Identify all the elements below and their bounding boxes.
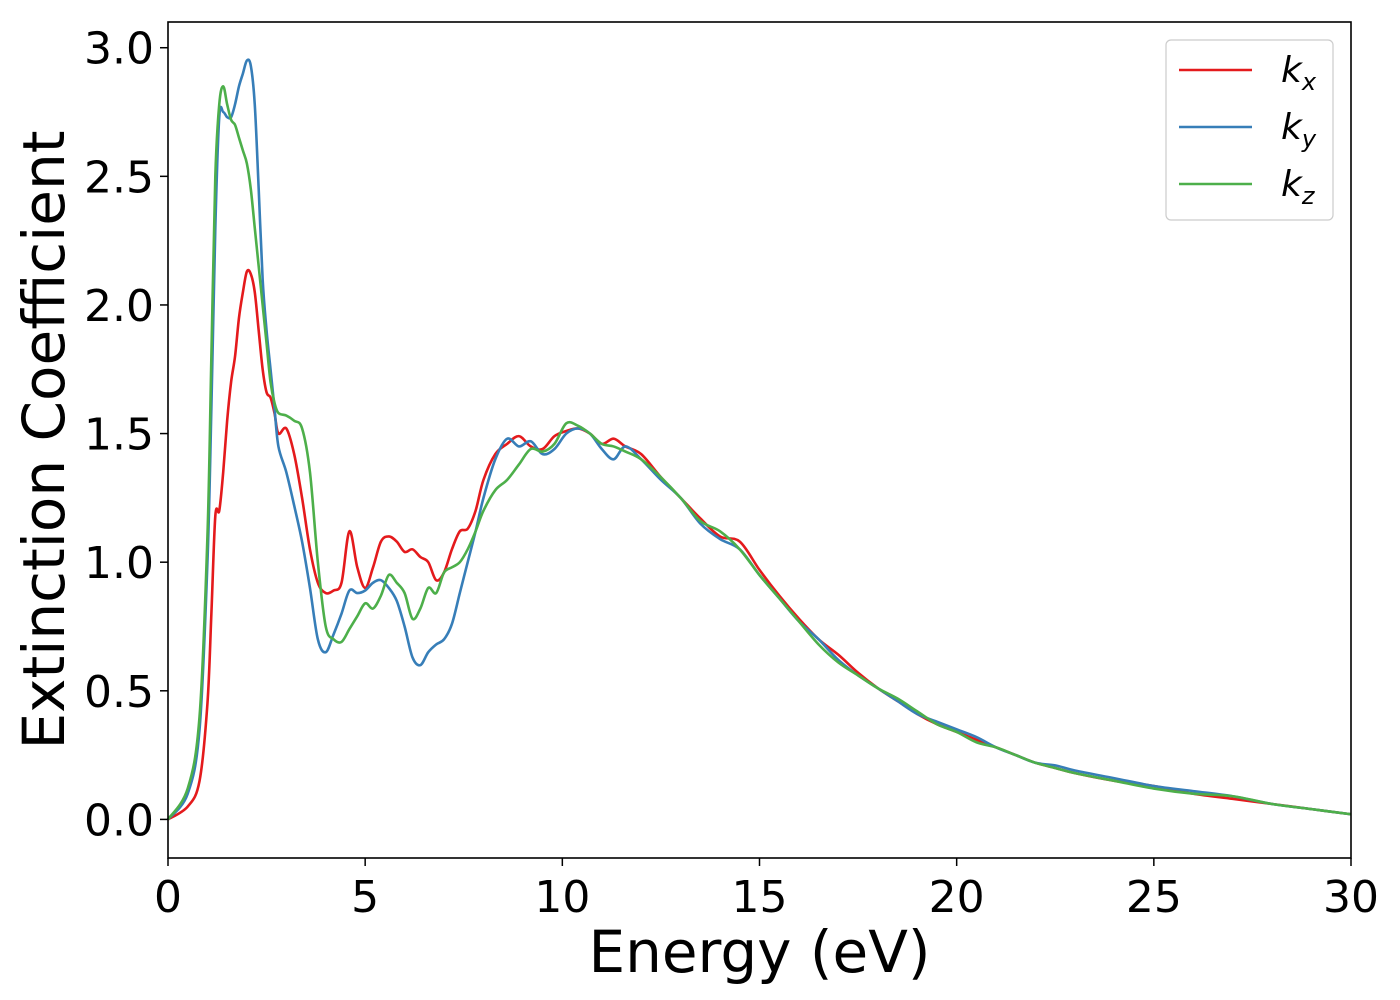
x-axis: 0 5 10 15 20 25 30 <box>154 858 1379 923</box>
legend: kx ky kz <box>1165 39 1334 221</box>
y-tick-label: 2.0 <box>84 281 154 332</box>
y-tick-label: 1.5 <box>84 410 154 461</box>
series-layer <box>166 58 1352 821</box>
legend-label-y: ky <box>1281 107 1317 153</box>
y-tick-label: 0.0 <box>84 795 154 846</box>
legend-label-x: kx <box>1281 50 1317 96</box>
legend-box <box>1165 39 1334 221</box>
y-axis-title: Extinction Coefficient <box>10 131 78 750</box>
x-axis-title: Energy (eV) <box>588 918 930 986</box>
y-tick-label: 1.0 <box>84 538 154 589</box>
x-tick-label: 20 <box>929 872 985 923</box>
y-tick-label: 0.5 <box>84 667 154 718</box>
x-tick-label: 0 <box>154 872 182 923</box>
series-line-y <box>166 58 1352 821</box>
series-line-x <box>167 268 1352 821</box>
x-tick-label: 15 <box>732 872 788 923</box>
x-tick-label: 10 <box>534 872 590 923</box>
x-tick-label: 25 <box>1126 872 1182 923</box>
legend-label-z: kz <box>1281 164 1316 210</box>
y-axis: 0.0 0.5 1.0 1.5 2.0 2.5 3.0 <box>84 24 168 846</box>
series-line-z <box>166 85 1352 821</box>
x-tick-label: 30 <box>1323 872 1379 923</box>
y-tick-label: 3.0 <box>84 24 154 75</box>
x-tick-label: 5 <box>351 872 379 923</box>
y-tick-label: 2.5 <box>84 152 154 203</box>
